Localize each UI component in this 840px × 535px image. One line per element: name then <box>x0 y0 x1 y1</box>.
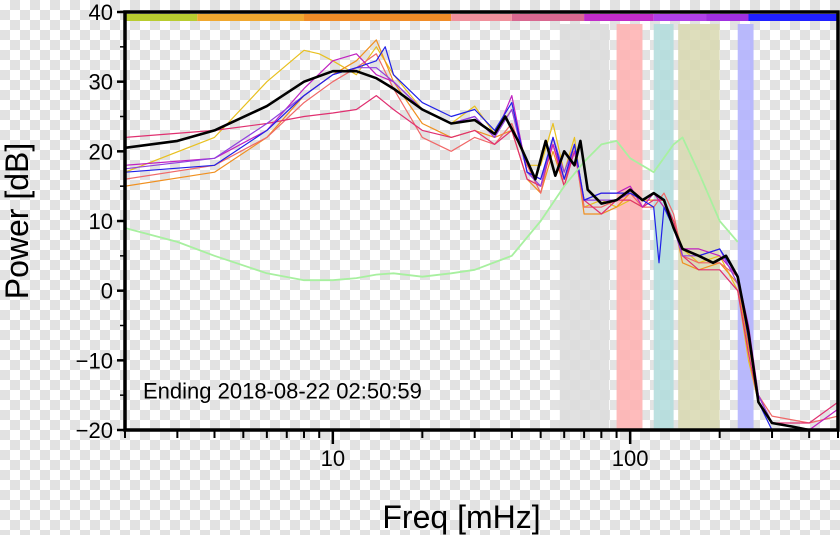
series-lines <box>125 39 838 430</box>
band-4 <box>737 24 754 430</box>
y-tick-label: −10 <box>76 348 113 373</box>
y-axis-ticks: 40 30 20 10 0 −10 −20 <box>76 0 125 443</box>
y-tick-label: 0 <box>101 279 113 304</box>
band-2 <box>653 24 674 430</box>
x-tick-label: 100 <box>612 446 649 471</box>
strip-segment-5 <box>584 14 654 21</box>
series-line-8 <box>125 69 838 430</box>
series-line-7 <box>125 136 739 282</box>
strip-segment-3 <box>451 14 512 21</box>
band-3 <box>678 24 720 430</box>
strip-segment-0 <box>125 14 198 21</box>
strip-segment-2 <box>304 14 452 21</box>
y-tick-label: 30 <box>89 70 113 95</box>
strip-segment-4 <box>511 14 585 21</box>
strip-segment-8 <box>748 14 838 21</box>
frequency-bands <box>559 24 754 430</box>
x-axis-label: Freq [mHz] <box>382 499 540 535</box>
x-tick-label: 10 <box>321 446 345 471</box>
band-0 <box>559 24 610 430</box>
y-axis-label: Power [dB] <box>0 143 35 300</box>
top-color-strip <box>125 14 838 21</box>
y-tick-label: 10 <box>89 209 113 234</box>
ending-timestamp-annotation: Ending 2018-08-22 02:50:59 <box>143 379 422 404</box>
y-tick-label: 20 <box>89 139 113 164</box>
strip-segment-1 <box>197 14 305 21</box>
band-1 <box>616 24 643 430</box>
series-line-6 <box>125 46 838 430</box>
strip-segment-7 <box>706 14 749 21</box>
y-tick-label: 40 <box>89 0 113 25</box>
x-axis-ticks: 10 100 <box>124 430 839 471</box>
strip-segment-6 <box>653 14 707 21</box>
y-tick-label: −20 <box>76 418 113 443</box>
plot-area <box>125 12 838 430</box>
